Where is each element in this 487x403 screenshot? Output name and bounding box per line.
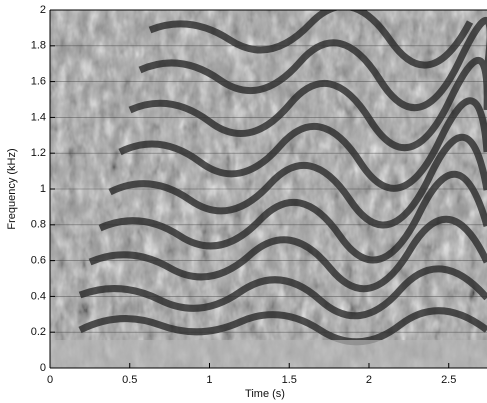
- x-tick-label: 0.5: [122, 374, 137, 386]
- x-tick-label: 1: [206, 374, 212, 386]
- x-axis-label: Time (s): [245, 388, 285, 400]
- y-tick-label: 1.6: [31, 76, 46, 88]
- y-tick-label: 0.2: [31, 326, 46, 338]
- x-tick-label: 1.5: [282, 374, 297, 386]
- y-tick-label: 1.4: [31, 111, 46, 123]
- y-tick-label: 0.6: [31, 255, 46, 267]
- y-tick-label: 0: [40, 362, 46, 374]
- y-tick-label: 1.8: [31, 40, 46, 52]
- y-tick-label: 2: [40, 4, 46, 16]
- y-tick-label: 1: [40, 183, 46, 195]
- spectrogram-image: [50, 10, 487, 368]
- x-tick-label: 2: [366, 374, 372, 386]
- x-tick-label: 2.5: [441, 374, 456, 386]
- y-tick-label: 1.2: [31, 147, 46, 159]
- x-tick-label: 0: [47, 374, 53, 386]
- y-axis-label: Frequency (kHz): [6, 148, 18, 229]
- y-tick-label: 0.4: [31, 290, 46, 302]
- y-tick-label: 0.8: [31, 219, 46, 231]
